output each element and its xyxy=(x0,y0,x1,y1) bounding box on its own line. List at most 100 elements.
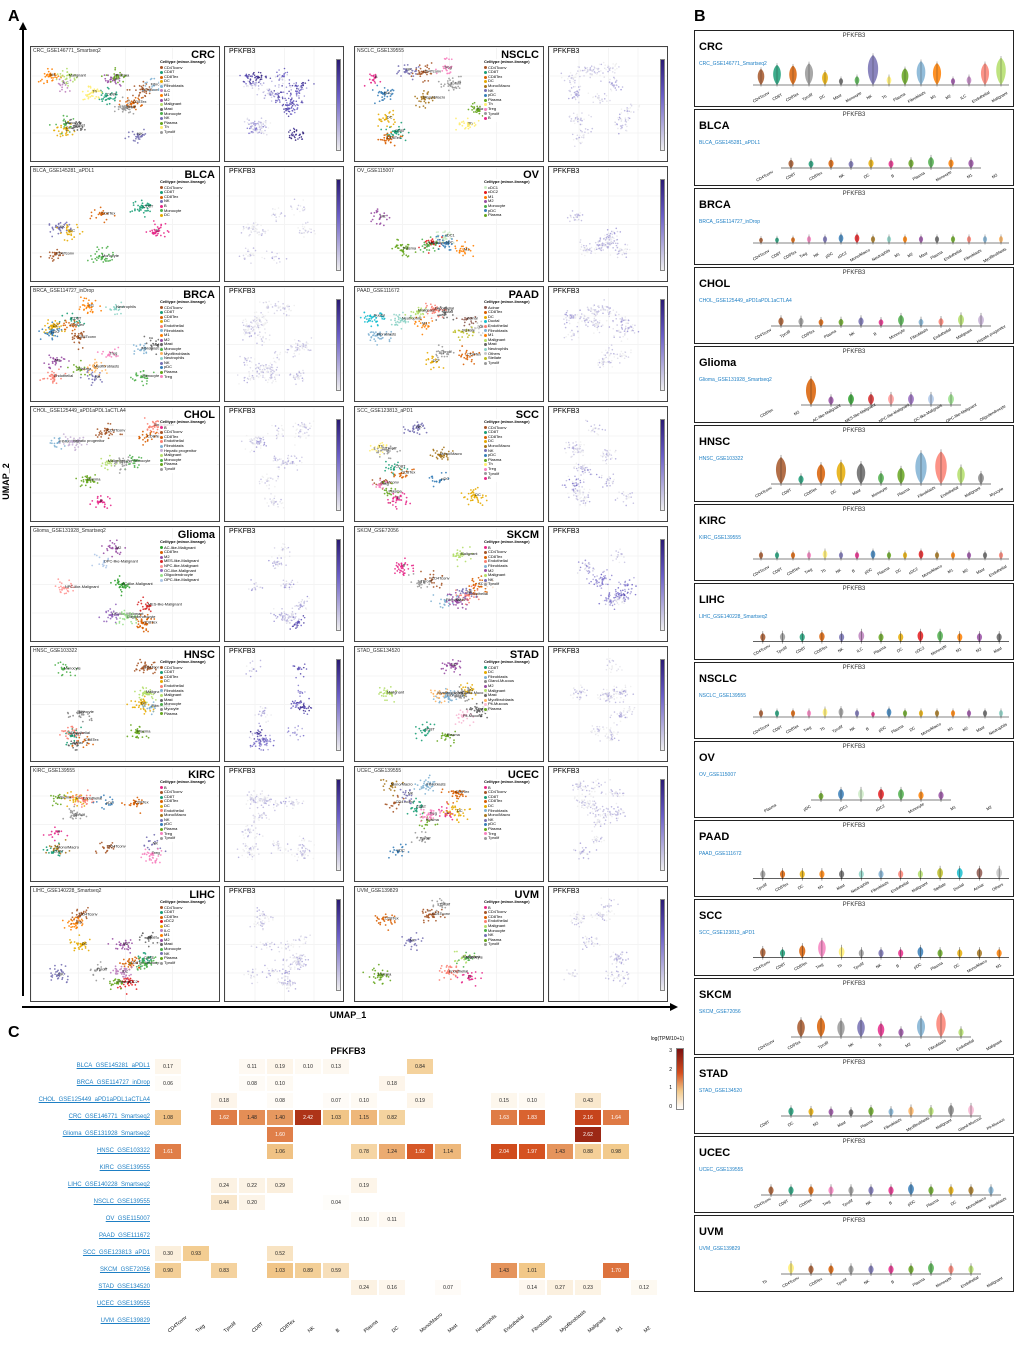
heatmap-row-label[interactable]: BLCA_GSE145281_aPDL1 xyxy=(8,1058,154,1075)
heatmap-row-label[interactable]: UVM_GSE139829 xyxy=(8,1313,154,1330)
heatmap-cell xyxy=(154,1160,182,1177)
violin-dataset-link[interactable]: SCC_GSE123813_aPD1 xyxy=(699,930,755,936)
legend-dot-icon xyxy=(484,685,487,688)
heatmap-row-label[interactable]: KIRC_GSE139555 xyxy=(8,1160,154,1177)
violin-dataset-link[interactable]: UCEC_GSE139555 xyxy=(699,1167,743,1173)
violin-dataset-link[interactable]: NSCLC_GSE139555 xyxy=(699,693,746,699)
legend-dot-icon xyxy=(160,911,163,914)
heatmap-row-label[interactable]: Glioma_GSE131928_Smartseq2 xyxy=(8,1126,154,1143)
legend-dot-icon xyxy=(484,214,487,217)
legend-dot-icon xyxy=(484,556,487,559)
heatmap-cell xyxy=(322,1228,350,1245)
legend-title: Celltype (minor-lineage) xyxy=(484,180,540,185)
heatmap-cell xyxy=(630,1262,658,1279)
heatmap-cell: 1.40 xyxy=(266,1109,294,1126)
violin-cancer-abbr: STAD xyxy=(699,1068,728,1080)
umap-row: PAAD_GSE111672PAADAcinarCD8TexDCDuctalEn… xyxy=(354,286,672,402)
heatmap-cell xyxy=(406,1279,434,1296)
umap-celltype-plot: NSCLC_GSE139555NSCLCCD4TconvCD8TCD8TexDC… xyxy=(354,46,544,162)
legend-dot-icon xyxy=(484,551,487,554)
heatmap-cell xyxy=(434,1092,462,1109)
heatmap-cell xyxy=(434,1075,462,1092)
heatmap-row-label[interactable]: CHOL_GSE125449_aPD1aPDL1aCTLA4 xyxy=(8,1092,154,1109)
violin-dataset-link[interactable]: STAD_GSE134520 xyxy=(699,1088,742,1094)
legend-dot-icon xyxy=(484,320,487,323)
violin-cancer-abbr: HNSC xyxy=(699,436,730,448)
heatmap-cell xyxy=(210,1126,238,1143)
umap-expression-plot: PFKFB3 xyxy=(548,526,668,642)
legend-dot-icon xyxy=(160,796,163,799)
violin-dataset-link[interactable]: BRCA_GSE114727_inDrop xyxy=(699,219,760,225)
heatmap-row-label[interactable]: SKCM_GSE72056 xyxy=(8,1262,154,1279)
celltype-legend: Celltype (minor-lineage)CD4TconvCD8TCD8T… xyxy=(159,299,217,380)
heatmap-cell xyxy=(574,1296,602,1313)
violin-dataset-link[interactable]: KIRC_GSE139555 xyxy=(699,535,741,541)
legend-title: Celltype (minor-lineage) xyxy=(484,300,540,305)
heatmap-cell xyxy=(182,1177,210,1194)
violin-dataset-link[interactable]: UVM_GSE139829 xyxy=(699,1246,740,1252)
heatmap-row-label[interactable]: NSCLC_GSE139555 xyxy=(8,1194,154,1211)
heatmap-cell xyxy=(518,1228,546,1245)
heatmap-row-label[interactable]: SCC_GSE123813_aPD1 xyxy=(8,1245,154,1262)
svg-text:M1: M1 xyxy=(422,320,427,325)
legend-dot-icon xyxy=(160,569,163,572)
heatmap-cell xyxy=(322,1126,350,1143)
heatmap-cell xyxy=(602,1228,630,1245)
heatmap-cell xyxy=(266,1194,294,1211)
svg-text:Tprolif: Tprolif xyxy=(450,81,462,86)
svg-text:Plasma: Plasma xyxy=(116,72,130,77)
heatmap-cell: 0.98 xyxy=(602,1143,630,1160)
legend-dot-icon xyxy=(160,366,163,369)
heatmap-cell xyxy=(406,1126,434,1143)
umap-celltype-plot: BRCA_GSE114727_inDropBRCACD4TconvCD8TCD8… xyxy=(30,286,220,402)
heatmap-cell xyxy=(182,1075,210,1092)
heatmap-row-label[interactable]: OV_GSE115007 xyxy=(8,1211,154,1228)
panel-c-label: C xyxy=(8,1024,688,1042)
violin-xticks: ThCD4TconvCD8TexTprolifNKBPlasmaMonocyte… xyxy=(753,1279,1009,1289)
svg-text:Monocyte: Monocyte xyxy=(102,253,119,258)
violin-title: PFKFB3 xyxy=(699,507,1009,513)
heatmap-cell xyxy=(462,1211,490,1228)
legend-dot-icon xyxy=(484,459,487,462)
umap-row: NSCLC_GSE139555NSCLCCD4TconvCD8TCD8TexDC… xyxy=(354,46,672,162)
heatmap-cell: 0.93 xyxy=(182,1245,210,1262)
heatmap-row-label[interactable]: BRCA_GSE114727_inDrop xyxy=(8,1075,154,1092)
heatmap-row-label[interactable]: CRC_GSE146771_Smartseq2 xyxy=(8,1109,154,1126)
heatmap-cell xyxy=(602,1194,630,1211)
violin-dataset-link[interactable]: PAAD_GSE111672 xyxy=(699,851,742,857)
heatmap-cell xyxy=(602,1075,630,1092)
heatmap-cell xyxy=(602,1126,630,1143)
heatmap-cell xyxy=(182,1262,210,1279)
violin-dataset-link[interactable]: OV_GSE115007 xyxy=(699,772,736,778)
heatmap-cell xyxy=(630,1245,658,1262)
heatmap-row-label[interactable]: HNSC_GSE103322 xyxy=(8,1143,154,1160)
heatmap-row-label[interactable]: LIHC_GSE140228_Smartseq2 xyxy=(8,1177,154,1194)
legend-dot-icon xyxy=(160,680,163,683)
legend-dot-icon xyxy=(160,375,163,378)
violin-xticks: CD4TconvCD8TCD8TexDCMastMonocytePlasmaFi… xyxy=(753,489,1009,499)
svg-text:Treg: Treg xyxy=(109,351,117,356)
legend-dot-icon xyxy=(160,362,163,365)
legend-dot-icon xyxy=(484,66,487,69)
violin-dataset-link[interactable]: BLCA_GSE145281_aPDL1 xyxy=(699,140,760,146)
legend-dot-icon xyxy=(484,94,487,97)
heatmap-cell: 0.24 xyxy=(210,1177,238,1194)
heatmap-row-label[interactable]: PAAD_GSE111672 xyxy=(8,1228,154,1245)
heatmap-row-label[interactable]: STAD_GSE134520 xyxy=(8,1279,154,1296)
legend-dot-icon xyxy=(484,925,487,928)
heatmap-cell xyxy=(490,1075,518,1092)
svg-text:pDC: pDC xyxy=(384,90,392,95)
heatmap-row-label[interactable]: UCEC_GSE139555 xyxy=(8,1296,154,1313)
heatmap-cell xyxy=(238,1211,266,1228)
heatmap-cell xyxy=(210,1245,238,1262)
legend-text: B xyxy=(488,116,491,121)
legend-dot-icon xyxy=(160,916,163,919)
violin-dataset-link[interactable]: HNSC_GSE103322 xyxy=(699,456,743,462)
heatmap-cell: 0.11 xyxy=(238,1058,266,1075)
legend-title: Celltype (minor-lineage) xyxy=(484,60,540,65)
legend-dot-icon xyxy=(160,209,163,212)
violin-dataset-link[interactable]: SKCM_GSE72056 xyxy=(699,1009,741,1015)
umap-row: HNSC_GSE103322HNSCCD4TconvCD8TCD8TexDCEn… xyxy=(30,646,348,762)
legend-dot-icon xyxy=(484,348,487,351)
heatmap-cell xyxy=(378,1262,406,1279)
